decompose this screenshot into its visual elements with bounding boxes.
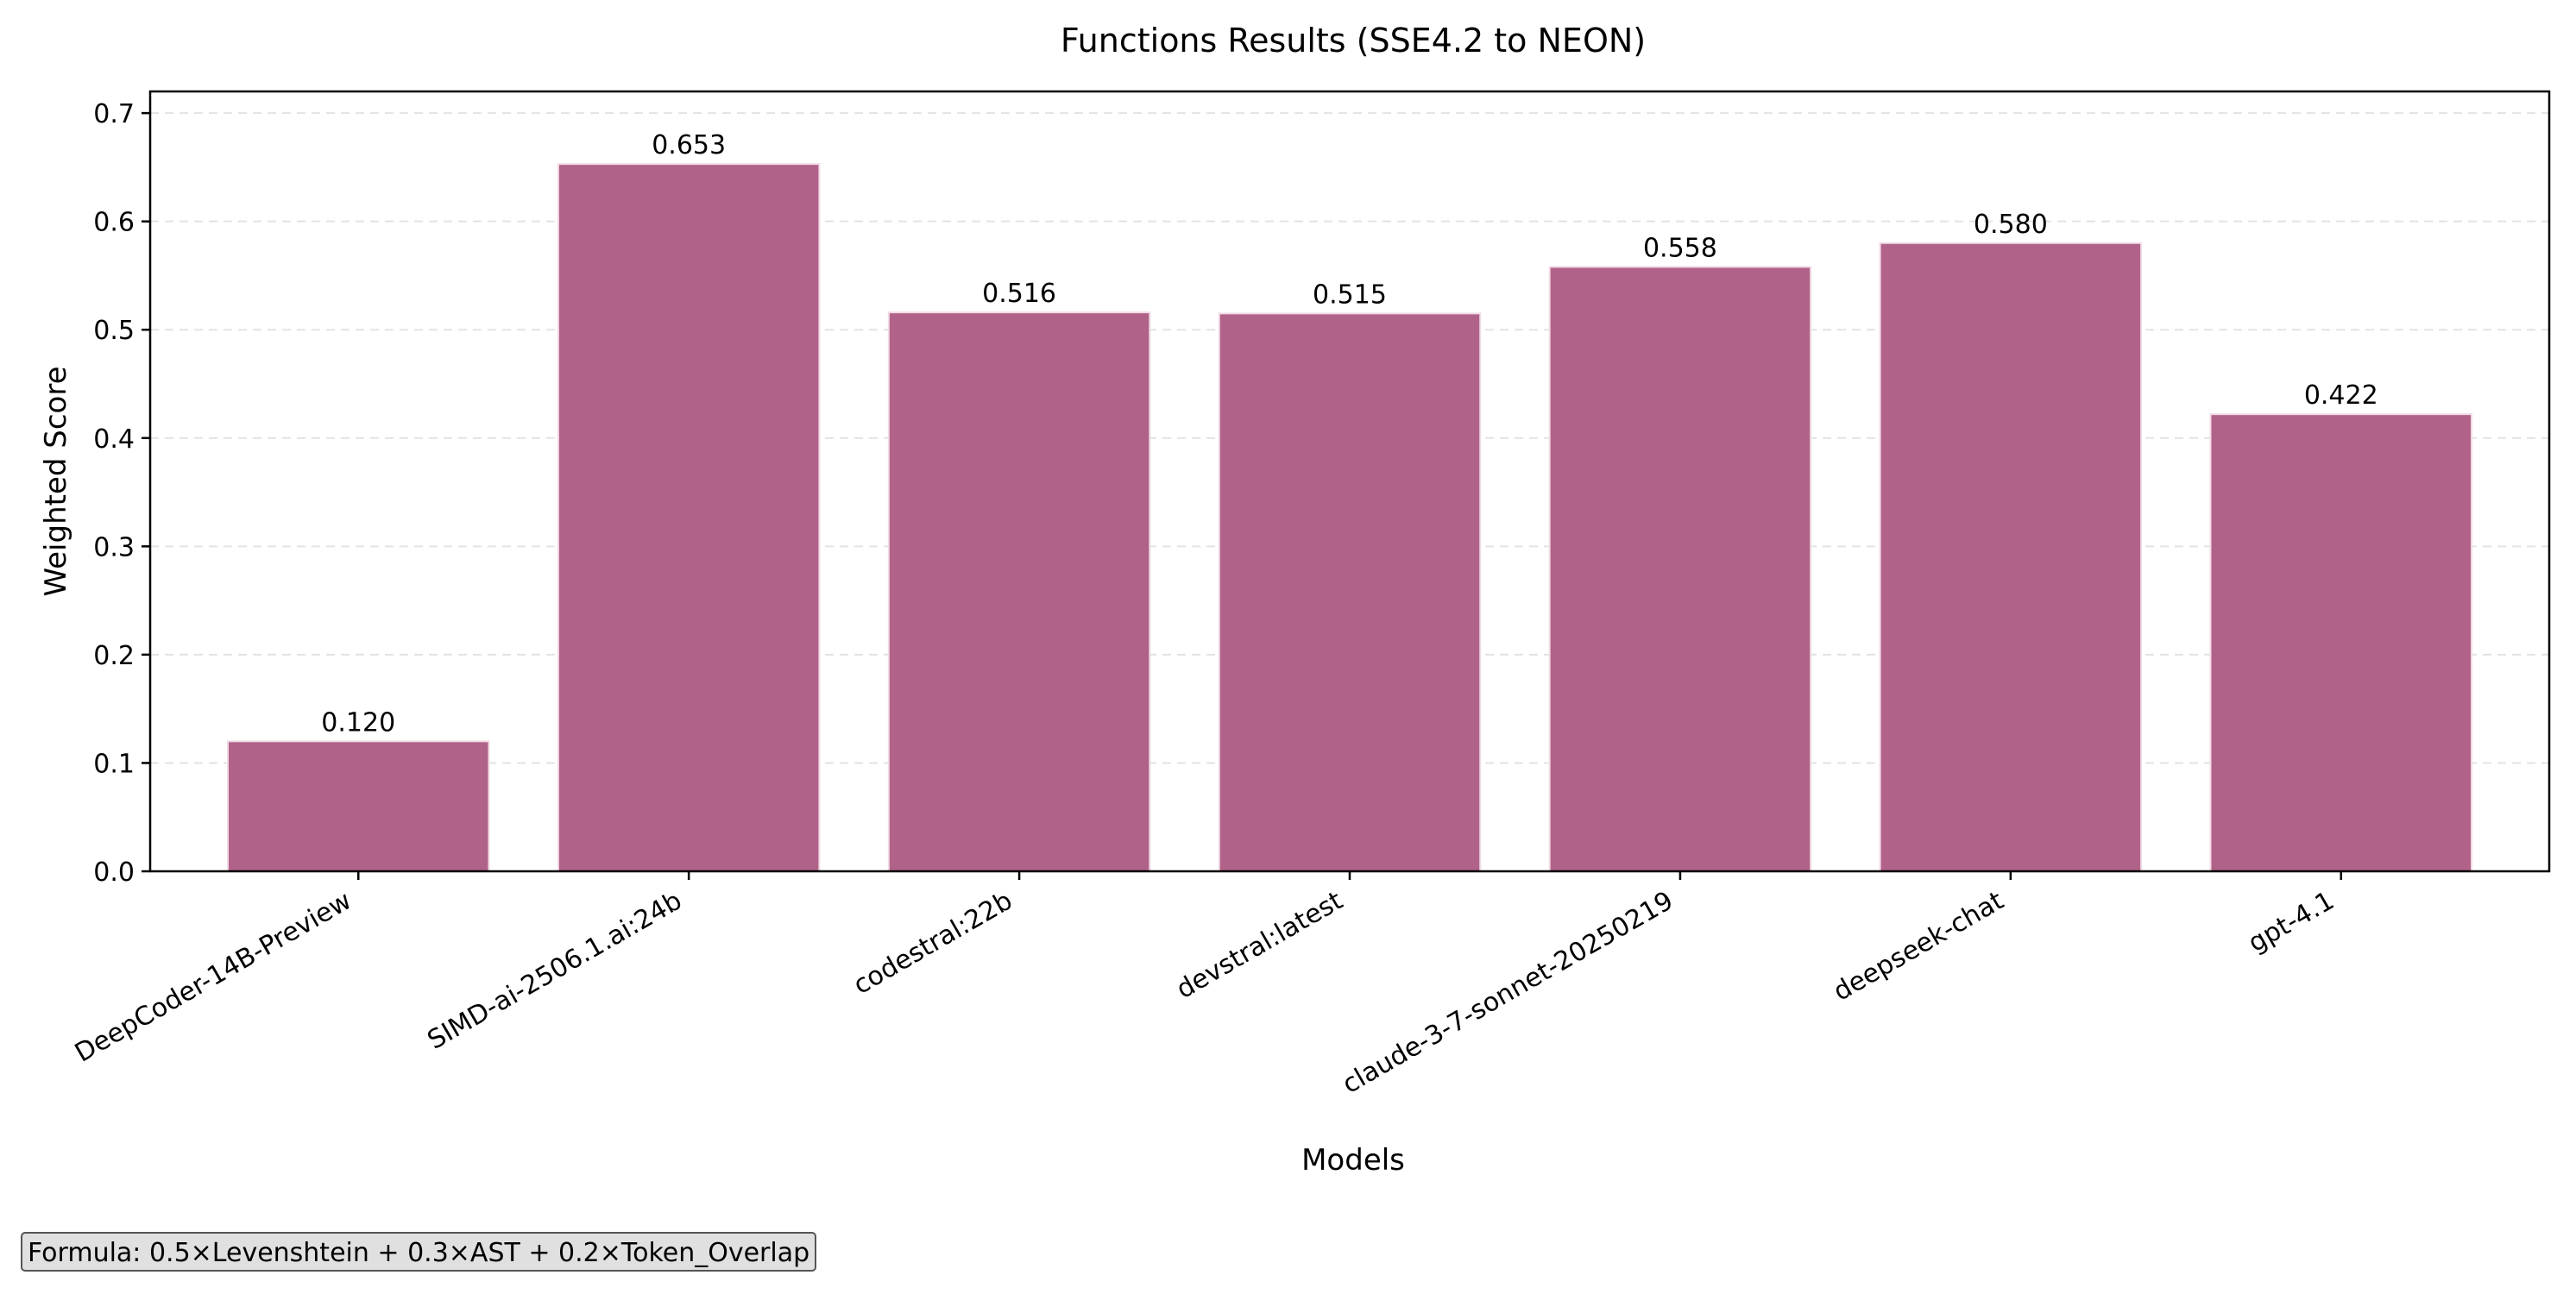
x-tick-label: devstral:latest bbox=[1171, 886, 1348, 1005]
bar bbox=[887, 311, 1151, 872]
gridlines bbox=[150, 112, 2549, 872]
formula-annotation: Formula: 0.5×Levenshtein + 0.3×AST + 0.2… bbox=[21, 1232, 817, 1272]
y-tick-label: 0.0 bbox=[93, 857, 135, 888]
data-label: 0.120 bbox=[321, 707, 395, 738]
y-tick-label: 0.2 bbox=[93, 641, 135, 671]
y-tick-label: 0.4 bbox=[93, 424, 135, 455]
x-tick-label: DeepCoder-14B-Preview bbox=[70, 886, 356, 1069]
data-label: 0.580 bbox=[1974, 210, 2048, 240]
bar bbox=[557, 163, 821, 873]
y-tick-label: 0.1 bbox=[93, 749, 135, 779]
x-axis-label: Models bbox=[1301, 1143, 1405, 1178]
y-tick-label: 0.7 bbox=[93, 99, 135, 129]
x-axis-ticks: DeepCoder-14B-Preview SIMD-ai-2506.1.ai:2… bbox=[70, 871, 2343, 1100]
x-tick-label: gpt-4.1 bbox=[2243, 886, 2339, 959]
bars bbox=[226, 163, 2473, 873]
data-label: 0.558 bbox=[1643, 233, 1717, 263]
data-label: 0.422 bbox=[2304, 380, 2378, 411]
chart-title: Functions Results (SSE4.2 to NEON) bbox=[1061, 22, 1646, 60]
bar bbox=[1879, 242, 2143, 872]
bar bbox=[2209, 413, 2473, 872]
bar bbox=[1218, 312, 1482, 872]
x-tick-label: SIMD-ai-2506.1.ai:24b bbox=[423, 886, 688, 1056]
y-tick-label: 0.3 bbox=[93, 532, 135, 562]
x-tick-label: deepseek-chat bbox=[1829, 886, 2009, 1008]
x-tick-label: claude-3-7-sonnet-20250219 bbox=[1338, 886, 1678, 1100]
bar bbox=[1548, 266, 1812, 872]
data-label: 0.515 bbox=[1313, 280, 1387, 310]
data-label: 0.653 bbox=[652, 130, 726, 160]
data-label: 0.516 bbox=[982, 279, 1056, 309]
bar bbox=[226, 740, 490, 872]
x-tick-label: codestral:22b bbox=[848, 886, 1017, 1001]
data-labels: 0.120 0.653 0.516 0.515 0.558 0.580 0.422 bbox=[321, 130, 2378, 738]
y-tick-label: 0.6 bbox=[93, 208, 135, 238]
y-axis-ticks: 0.0 0.1 0.2 0.3 0.4 0.5 0.6 0.7 bbox=[93, 99, 150, 888]
y-tick-label: 0.5 bbox=[93, 316, 135, 346]
y-axis-label: Weighted Score bbox=[39, 367, 73, 597]
